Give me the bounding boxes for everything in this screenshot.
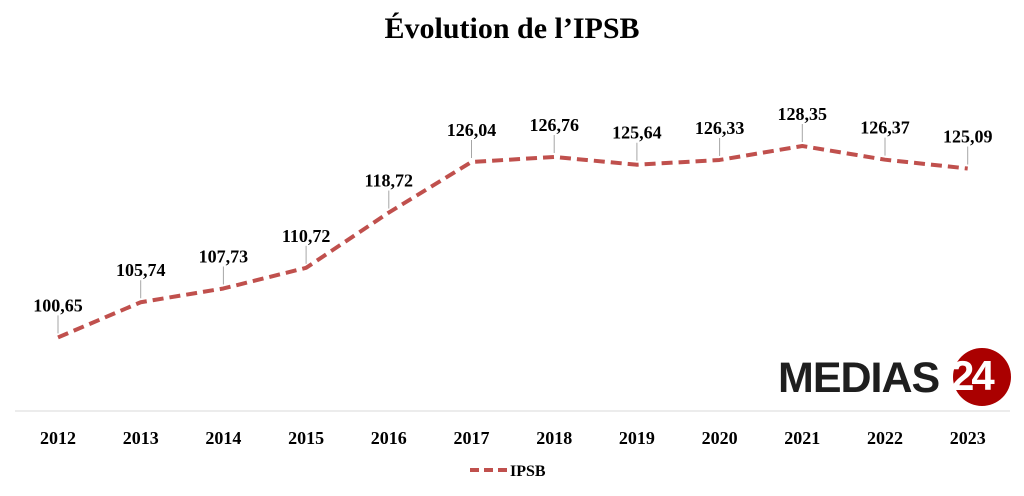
x-tick-label: 2016: [371, 428, 407, 448]
x-tick-label: 2018: [536, 428, 572, 448]
data-label: 126,33: [695, 118, 745, 138]
x-tick-label: 2013: [123, 428, 159, 448]
data-label: 118,72: [365, 171, 414, 191]
logo-number: 24: [951, 352, 995, 399]
data-label: 126,04: [447, 120, 497, 140]
data-label: 126,37: [860, 118, 910, 138]
series-line-ipsb: [57, 144, 968, 340]
data-label: 107,73: [199, 246, 249, 266]
x-tick-label: 2019: [619, 428, 655, 448]
x-tick-label: 2023: [950, 428, 986, 448]
x-tick-label: 2020: [702, 428, 738, 448]
data-label: 110,72: [282, 226, 331, 246]
logo-text: MEDIAS: [778, 354, 940, 402]
data-label: 105,74: [116, 260, 166, 280]
x-tick-label: 2015: [288, 428, 324, 448]
x-tick-label: 2021: [784, 428, 820, 448]
x-tick-label: 2012: [40, 428, 76, 448]
x-tick-label: 2017: [454, 428, 490, 448]
data-label: 126,76: [529, 115, 579, 135]
data-label: 128,35: [778, 104, 828, 124]
x-tick-label: 2022: [867, 428, 903, 448]
x-tick-label: 2014: [205, 428, 241, 448]
legend-label: IPSB: [510, 463, 546, 480]
data-label: 100,65: [33, 295, 83, 315]
data-label: 125,09: [943, 127, 993, 147]
medias24-logo: MEDIAS 24: [778, 346, 1018, 408]
data-label: 125,64: [612, 123, 662, 143]
logo-circle: [953, 348, 1011, 406]
chart-title: Évolution de l’IPSB: [384, 12, 640, 45]
